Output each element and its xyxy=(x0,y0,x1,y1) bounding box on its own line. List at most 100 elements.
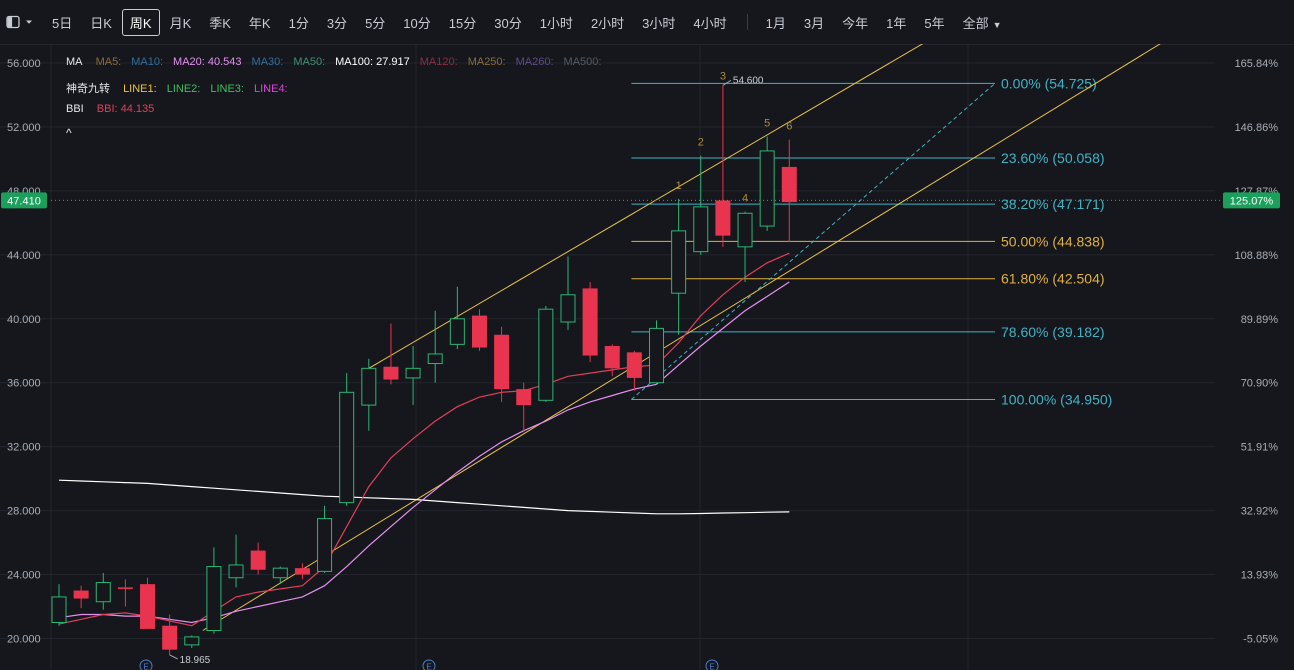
fib-trend-line xyxy=(631,83,996,400)
range-tab-3[interactable]: 1年 xyxy=(878,9,914,36)
legend-bbi-item-0: BBI: 44.135 xyxy=(96,103,155,115)
percent-tick-9: -5.05% xyxy=(1243,634,1278,646)
event-marker-label-2: E xyxy=(709,663,714,670)
period-tab-10[interactable]: 15分 xyxy=(448,15,477,31)
period-tab-11[interactable]: 30分 xyxy=(494,15,522,31)
candle-body-24 xyxy=(582,288,598,356)
range-tab-2[interactable]: 今年 xyxy=(834,9,876,36)
td-count-4: 5 xyxy=(764,118,770,130)
current-percent-tag xyxy=(1223,192,1280,209)
legend-collapse-button[interactable]: ^ xyxy=(66,126,72,140)
range-tab-5[interactable]: 全部 ▼ xyxy=(955,9,1010,36)
period-toolbar: 5日 日K 周K 月K 季K 年K 1分 3分 5分 10分 15分 30分 1小时 2小时 3小时 4小时 … xyxy=(0,0,1294,45)
channel-upper-line xyxy=(368,44,924,369)
legend-shenqi-item-2: LINE3: xyxy=(210,83,244,95)
range-tabs: 1月 3月 今年 1年 5年 全部 ▼ xyxy=(758,9,1012,36)
candle-body-1 xyxy=(73,590,89,599)
td-count-3: 4 xyxy=(742,193,748,205)
range-tab-label-2: 今年 xyxy=(842,15,869,31)
legend-ma-item-7: MA250: xyxy=(467,56,506,68)
high-annotation-pointer xyxy=(722,79,732,86)
sidebar-toggle[interactable] xyxy=(6,15,34,29)
period-tab-1[interactable]: 日K xyxy=(90,15,112,31)
price-tick-6: 32.000 xyxy=(7,442,41,454)
candle-body-5 xyxy=(162,625,178,650)
period-tab-8[interactable]: 5分 xyxy=(365,15,386,31)
price-tick-4: 40.000 xyxy=(7,314,41,326)
legend-ma-item-2: MA20: 40.543 xyxy=(173,56,242,68)
percent-tick-4: 89.89% xyxy=(1241,314,1279,326)
range-tab-1[interactable]: 3月 xyxy=(796,9,832,36)
fib-label-2: 38.20% (47.171) xyxy=(1001,196,1105,212)
candle-body-0 xyxy=(51,596,67,624)
event-marker-0 xyxy=(139,659,153,670)
legend-ma-item-0: MA5: xyxy=(95,56,122,68)
current-percent-label: 125.07% xyxy=(1230,195,1274,207)
legend-bbi-head: BBI xyxy=(66,103,84,115)
candlestick-chart[interactable]: 56.000 165.84%52.000 146.86%48.000 127.87%4… xyxy=(0,44,1294,670)
candle-body-29 xyxy=(693,206,709,253)
fib-label-4: 61.80% (42.504) xyxy=(1001,271,1105,287)
candle-body-15 xyxy=(383,366,399,380)
percent-tick-1: 146.86% xyxy=(1235,122,1279,134)
event-marker-label-1: E xyxy=(426,663,431,670)
price-tick-7: 28.000 xyxy=(7,506,41,518)
range-tab-0[interactable]: 1月 xyxy=(758,9,794,36)
candle-body-25 xyxy=(604,345,620,369)
candle-body-6 xyxy=(184,636,200,646)
candle-body-16 xyxy=(405,367,421,379)
period-tab-3[interactable]: 月K xyxy=(169,15,192,31)
event-marker-label-0: E xyxy=(143,663,148,670)
range-tab-4[interactable]: 5年 xyxy=(916,9,952,36)
high-price-annotation: 54.600 xyxy=(733,75,764,86)
low-price-annotation: 18.965 xyxy=(180,655,211,666)
candle-body-3 xyxy=(117,587,133,589)
candle-body-20 xyxy=(494,334,510,390)
price-tick-9: 20.000 xyxy=(7,634,41,646)
event-marker-2 xyxy=(705,659,719,670)
candle-body-27 xyxy=(649,327,665,384)
price-tick-3: 44.000 xyxy=(7,250,41,262)
period-tab-4[interactable]: 季K xyxy=(209,15,231,31)
range-tab-label-3: 1年 xyxy=(886,15,907,31)
candle-body-19 xyxy=(471,315,487,348)
legend-ma-item-8: MA260: xyxy=(515,56,554,68)
period-tab-0[interactable]: 5日 xyxy=(52,15,73,31)
current-price-label: 47.410 xyxy=(7,195,41,207)
event-marker-1 xyxy=(422,659,436,670)
chevron-down-icon: ▼ xyxy=(992,19,1002,30)
legend-ma-head: MA xyxy=(66,56,83,68)
range-tab-label-0: 1月 xyxy=(765,15,786,31)
candle-body-14 xyxy=(361,367,377,406)
legend-ma: MA MA5: MA10: MA20: 40.543 MA30: MA50: MA100:… xyxy=(66,56,621,68)
period-tab-15[interactable]: 4小时 xyxy=(693,15,727,31)
candle-body-11 xyxy=(294,568,310,575)
period-tab-9[interactable]: 10分 xyxy=(403,15,431,31)
period-tab-14[interactable]: 3小时 xyxy=(642,15,676,31)
fib-label-5: 78.60% (39.182) xyxy=(1001,324,1105,340)
toolbar-divider xyxy=(746,14,748,30)
low-annotation-pointer xyxy=(169,654,178,660)
percent-tick-5: 70.90% xyxy=(1241,378,1279,390)
legend-ma-item-6: MA120: xyxy=(419,56,458,68)
period-tab-13[interactable]: 2小时 xyxy=(590,15,625,31)
range-tab-label-1: 3月 xyxy=(803,15,825,31)
candle-body-22 xyxy=(538,308,554,401)
period-tab-7[interactable]: 3分 xyxy=(326,15,348,31)
period-tab-6[interactable]: 1分 xyxy=(288,15,309,31)
candle-body-33 xyxy=(781,166,797,203)
candle-body-2 xyxy=(95,582,111,603)
chevron-down-icon xyxy=(26,20,32,24)
period-tab-5[interactable]: 年K xyxy=(248,15,271,31)
current-price-tag xyxy=(1,192,47,209)
period-tab-12[interactable]: 1小时 xyxy=(539,15,573,31)
price-tick-8: 24.000 xyxy=(7,570,41,582)
candle-body-12 xyxy=(317,518,333,572)
fib-label-6: 100.00% (34.950) xyxy=(1001,392,1112,408)
price-tick-1: 52.000 xyxy=(7,122,41,134)
panel-toggle-icon xyxy=(6,15,20,29)
candle-body-4 xyxy=(140,584,156,629)
period-tab-2[interactable]: 周K xyxy=(121,8,160,36)
legend-ma-item-1: MA10: xyxy=(131,56,164,68)
percent-tick-8: 13.93% xyxy=(1241,570,1279,582)
